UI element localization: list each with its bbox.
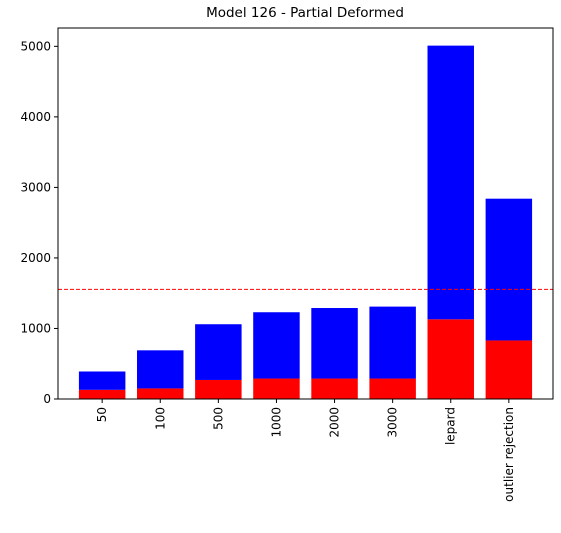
x-tick-label: outlier rejection [502, 407, 516, 502]
x-tick-label: 50 [95, 407, 109, 422]
bar-segment [369, 306, 416, 379]
chart-title: Model 126 - Partial Deformed [206, 5, 404, 21]
y-tick-label: 3000 [20, 180, 51, 194]
x-tick-label: 500 [211, 407, 225, 430]
y-tick-label: 5000 [20, 39, 51, 53]
bar-segment [253, 312, 300, 379]
x-tick-label: 3000 [386, 407, 400, 438]
y-tick-label: 4000 [20, 110, 51, 124]
bar-segment [485, 340, 533, 399]
bar-segment [311, 378, 358, 399]
bar-segment [78, 371, 126, 390]
x-tick-label: 2000 [328, 407, 342, 438]
x-tick-label: lepard [444, 407, 458, 445]
bar-segment [427, 319, 474, 399]
bar-segment [369, 378, 416, 399]
bar-segment [253, 378, 300, 399]
y-tick-label: 2000 [20, 251, 51, 265]
axes-frame [57, 27, 554, 400]
x-tick-label: 100 [153, 407, 167, 430]
bar-segment [195, 324, 242, 380]
bar-segment [195, 379, 242, 399]
y-tick-label: 1000 [20, 321, 51, 335]
x-tick-label: 1000 [269, 407, 283, 438]
bar-segment [311, 308, 358, 379]
bar-segment [137, 350, 184, 389]
bar-segment [485, 198, 533, 341]
bar-segment [427, 45, 474, 320]
bar-segment [137, 388, 184, 399]
bar-segment [78, 389, 126, 399]
y-tick-label: 0 [43, 392, 51, 406]
